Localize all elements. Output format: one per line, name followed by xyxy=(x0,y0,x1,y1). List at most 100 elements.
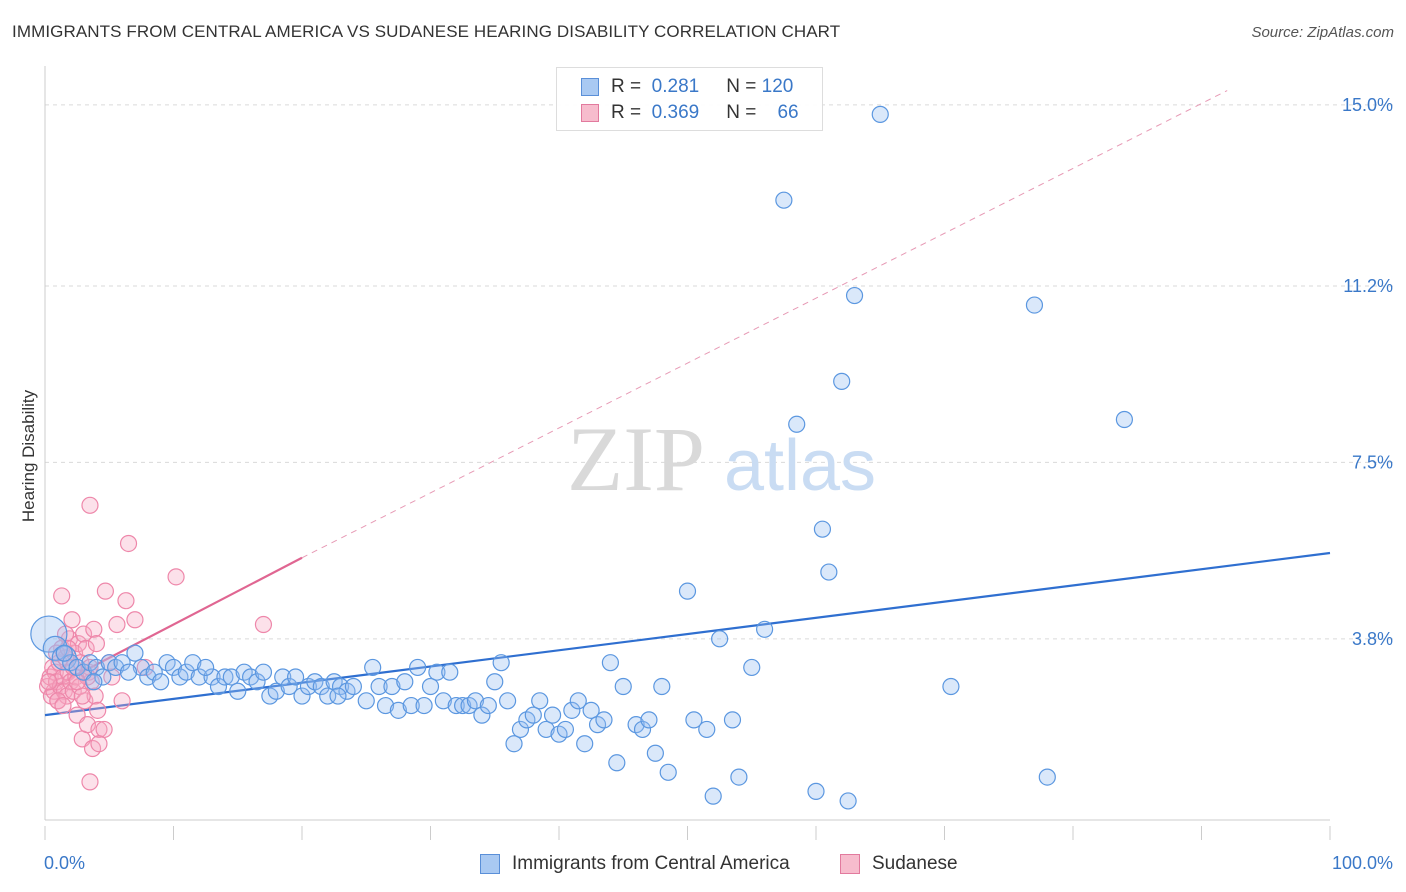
legend-row-central-america: R = 0.281 N = 120 xyxy=(581,75,793,99)
central-america-point xyxy=(614,677,632,696)
central-america-point xyxy=(94,668,112,686)
central-america-point xyxy=(524,706,542,724)
central-america-point xyxy=(203,668,221,686)
watermark-zip: ZIP xyxy=(567,408,705,510)
central-america-point xyxy=(434,692,452,710)
watermark: ZIP atlas xyxy=(567,408,876,510)
y-axis-label: Hearing Disability xyxy=(19,389,38,522)
central-america-point xyxy=(280,677,298,696)
central-america-point xyxy=(274,668,292,686)
central-america-point xyxy=(492,654,510,672)
sudanese-point xyxy=(167,568,185,586)
sudanese-point xyxy=(77,639,95,657)
central-america-point xyxy=(486,673,504,691)
legend-swatch-blue xyxy=(581,78,599,96)
central-america-point xyxy=(152,673,170,691)
central-america-point xyxy=(833,372,851,390)
central-america-point xyxy=(1115,410,1134,429)
central-america-point xyxy=(164,658,183,677)
central-america-point xyxy=(85,673,103,691)
central-america-point xyxy=(563,701,581,719)
central-america-points xyxy=(30,105,1134,810)
legend-n-label: N = xyxy=(726,76,757,97)
sudanese-point xyxy=(81,496,99,514)
central-america-point xyxy=(216,668,234,686)
central-america-point xyxy=(312,677,330,696)
y-tick-label: 11.2% xyxy=(1343,276,1393,296)
central-america-point xyxy=(511,720,530,739)
central-america-point xyxy=(653,677,671,696)
trend-lines xyxy=(44,90,1331,717)
central-america-point xyxy=(531,692,549,710)
sudanese-point xyxy=(254,615,273,634)
central-america-point xyxy=(633,720,652,739)
sudanese-point xyxy=(73,687,91,705)
central-america-point xyxy=(357,692,375,710)
central-america-point xyxy=(775,191,793,209)
central-america-point xyxy=(177,663,195,681)
y-tick-label: 3.8% xyxy=(1352,629,1393,649)
central-america-point xyxy=(197,658,215,677)
sudanese-point xyxy=(117,592,135,610)
sudanese-trend-extension xyxy=(301,90,1228,559)
central-america-point xyxy=(55,644,73,662)
sudanese-point xyxy=(68,673,86,691)
central-america-point xyxy=(820,563,838,581)
bottom-legend-central-america[interactable]: Immigrants from Central America xyxy=(480,852,790,876)
tick-labels: 3.8% 7.5% 11.2% 15.0% 0.0% 100.0% xyxy=(44,95,1393,873)
sudanese-point xyxy=(90,735,108,753)
central-america-point xyxy=(871,105,889,123)
central-america-point xyxy=(595,711,613,729)
sudanese-point xyxy=(86,687,104,705)
bottom-legend-swatch-blue xyxy=(480,854,500,874)
central-america-point xyxy=(293,687,311,705)
central-america-point xyxy=(113,654,131,672)
legend-n-value: 66 xyxy=(777,102,799,123)
sudanese-point xyxy=(63,611,81,629)
central-america-point xyxy=(537,720,555,739)
central-america-point xyxy=(730,768,748,786)
sudanese-point xyxy=(76,692,94,710)
legend: R = 0.281 N = 120 R = 0.369 N = 66 xyxy=(556,67,823,131)
bottom-legend-label: Immigrants from Central America xyxy=(512,853,790,874)
sudanese-point xyxy=(126,611,144,629)
bottom-legend-swatch-pink xyxy=(840,854,860,874)
central-america-point xyxy=(659,763,677,781)
central-america-point xyxy=(267,682,285,700)
central-america-point xyxy=(569,692,587,710)
central-america-point xyxy=(190,668,208,686)
central-america-point xyxy=(685,711,703,729)
y-tick-label: 15.0% xyxy=(1342,95,1393,115)
central-america-point xyxy=(813,520,832,538)
central-america-point xyxy=(441,663,459,681)
legend-n-value: 120 xyxy=(761,76,794,97)
legend-r-value: 0.369 xyxy=(651,102,700,123)
sudanese-point xyxy=(81,773,99,791)
central-america-point xyxy=(505,735,523,753)
central-america-point xyxy=(743,658,761,677)
central-america-point xyxy=(582,701,600,719)
central-america-point xyxy=(42,635,68,661)
watermark-atlas: atlas xyxy=(724,426,876,506)
bottom-legend-label: Sudanese xyxy=(872,853,958,874)
legend-n-label: N = xyxy=(726,102,757,123)
central-america-point xyxy=(376,696,395,715)
sudanese-point xyxy=(90,720,108,739)
central-america-point xyxy=(678,582,697,600)
sudanese-point xyxy=(113,692,131,710)
bottom-legend-sudanese[interactable]: Sudanese xyxy=(840,852,958,876)
sudanese-point xyxy=(49,692,67,710)
central-america-point xyxy=(396,673,414,691)
central-america-point xyxy=(389,701,407,719)
central-america-point xyxy=(454,696,472,715)
central-america-point xyxy=(601,654,620,672)
central-america-point xyxy=(126,644,144,662)
source-label: Source: ZipAtlas.com xyxy=(1251,24,1394,41)
central-america-point xyxy=(942,677,960,696)
central-america-point xyxy=(698,720,716,739)
sudanese-point xyxy=(103,668,121,686)
central-america-point xyxy=(556,720,575,739)
sudanese-point xyxy=(119,534,138,553)
central-america-point xyxy=(87,658,106,677)
central-america-point xyxy=(646,744,664,762)
